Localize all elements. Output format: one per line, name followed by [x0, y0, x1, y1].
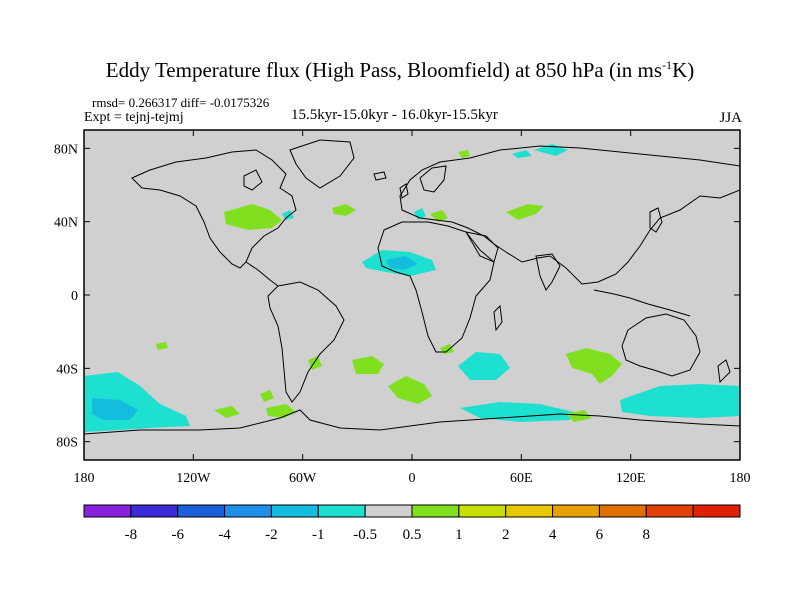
anomaly-patch-southern-ocean-green	[566, 410, 592, 422]
anomaly-patch-southern-ocean-indian	[460, 402, 574, 422]
lat-tick-label: 80N	[54, 142, 78, 157]
lon-tick-label: 60E	[510, 471, 533, 486]
experiment-label: Expt = tejnj-tejmj	[84, 110, 184, 125]
longitude-axis: 180 120W 60W 0 60E 120E 180	[74, 130, 751, 486]
anomaly-patch-north-atlantic	[332, 204, 356, 216]
anomaly-patch-north-america	[224, 204, 282, 230]
anomaly-patch-europe	[430, 210, 448, 222]
coastline-central-america	[245, 261, 279, 287]
colorbar-label: 4	[549, 527, 557, 543]
lon-tick-label: 120E	[616, 471, 646, 486]
plot-title: Eddy Temperature flux (High Pass, Bloomf…	[105, 58, 695, 82]
coastline-africa	[377, 221, 495, 353]
coastline-hudson-bay	[243, 169, 263, 191]
colorbar-swatch	[317, 504, 366, 518]
coastline-japan	[649, 207, 663, 233]
coastline-antarctica	[84, 409, 740, 435]
colorbar-label: -1	[312, 527, 325, 543]
colorbar-swatch	[411, 504, 460, 518]
coastline-india	[535, 253, 561, 291]
lon-tick-label: 60W	[289, 471, 317, 486]
lat-tick-label: 0	[71, 289, 78, 304]
stats-text: rmsd= 0.266317 diff= -0.0175326	[92, 95, 270, 110]
lon-tick-label: 120W	[176, 471, 211, 486]
shaded-anomaly-regions	[84, 144, 740, 432]
colorbar-label: 6	[596, 527, 604, 543]
colorbar-label: -4	[218, 527, 231, 543]
anomaly-patch-drake-3	[214, 406, 240, 418]
anomaly-patch-indian-ocean	[566, 348, 622, 384]
colorbar-swatch	[505, 504, 554, 518]
anomaly-patch-central-asia	[506, 204, 544, 220]
colorbar: -8 -6 -4 -2 -1 -0.5 0.5 1 2 4 6 8	[83, 504, 741, 543]
colorbar-swatch	[598, 504, 647, 518]
anomaly-patch-south-atlantic	[352, 356, 384, 374]
coastline-arabia	[465, 231, 499, 263]
colorbar-label: -6	[171, 527, 184, 543]
colorbar-label: 2	[502, 527, 510, 543]
anomaly-patch-south-indian	[458, 352, 510, 380]
anomaly-patch-south-atlantic-2	[388, 376, 432, 404]
colorbar-swatch	[177, 504, 226, 518]
anomaly-patch-south-pacific-green	[156, 342, 168, 350]
anomaly-patch-arctic-green	[458, 150, 470, 158]
anomaly-patch-southern-ocean-east	[620, 384, 740, 418]
lon-tick-label: 180	[74, 471, 95, 486]
colorbar-swatch	[645, 504, 694, 518]
colorbar-swatch	[224, 504, 272, 518]
coastline-madagascar	[493, 304, 503, 332]
coastline-south-america	[267, 281, 345, 403]
anomaly-patch-arctic-2	[512, 150, 532, 158]
season-label: JJA	[719, 110, 742, 126]
colorbar-swatch	[692, 504, 741, 518]
lat-tick-label: 40N	[54, 216, 78, 231]
coastline-greenland	[289, 139, 355, 189]
coastlines	[84, 139, 740, 435]
colorbar-swatch	[552, 504, 600, 518]
coastline-britain	[399, 183, 409, 199]
colorbar-swatch	[130, 504, 179, 518]
anomaly-patch-south-pacific-core	[92, 398, 138, 420]
colorbar-swatch	[270, 504, 319, 518]
lat-tick-label: 80S	[56, 436, 78, 451]
colorbar-label: 1	[455, 527, 463, 543]
coastline-scandinavia	[419, 165, 447, 193]
colorbar-label: 8	[643, 527, 651, 543]
coastline-iceland	[373, 171, 387, 181]
colorbar-label: -0.5	[353, 527, 377, 543]
anomaly-patch-nw-atlantic	[282, 210, 294, 220]
anomaly-patch-tropical-atlantic-core	[386, 256, 418, 270]
coastline-australia	[621, 313, 701, 377]
period-label: 15.5kyr-15.0kyr - 16.0kyr-15.5kyr	[291, 107, 498, 123]
coastline-north-america	[131, 149, 297, 269]
lon-tick-label: 180	[730, 471, 751, 486]
lat-tick-label: 40S	[56, 362, 78, 377]
colorbar-label: 0.5	[403, 527, 422, 543]
lon-tick-label: 0	[409, 471, 416, 486]
anomaly-patch-drake-1	[260, 390, 274, 402]
colorbar-swatch	[364, 504, 413, 518]
colorbar-swatch	[458, 504, 507, 518]
colorbar-swatch	[83, 504, 132, 518]
coastline-se-asia-islands	[593, 289, 691, 317]
colorbar-label: -8	[125, 527, 138, 543]
colorbar-label: -2	[265, 527, 278, 543]
latitude-axis: 80N 40N 0 40S 80S	[54, 142, 740, 451]
coastline-new-zealand	[717, 359, 731, 384]
